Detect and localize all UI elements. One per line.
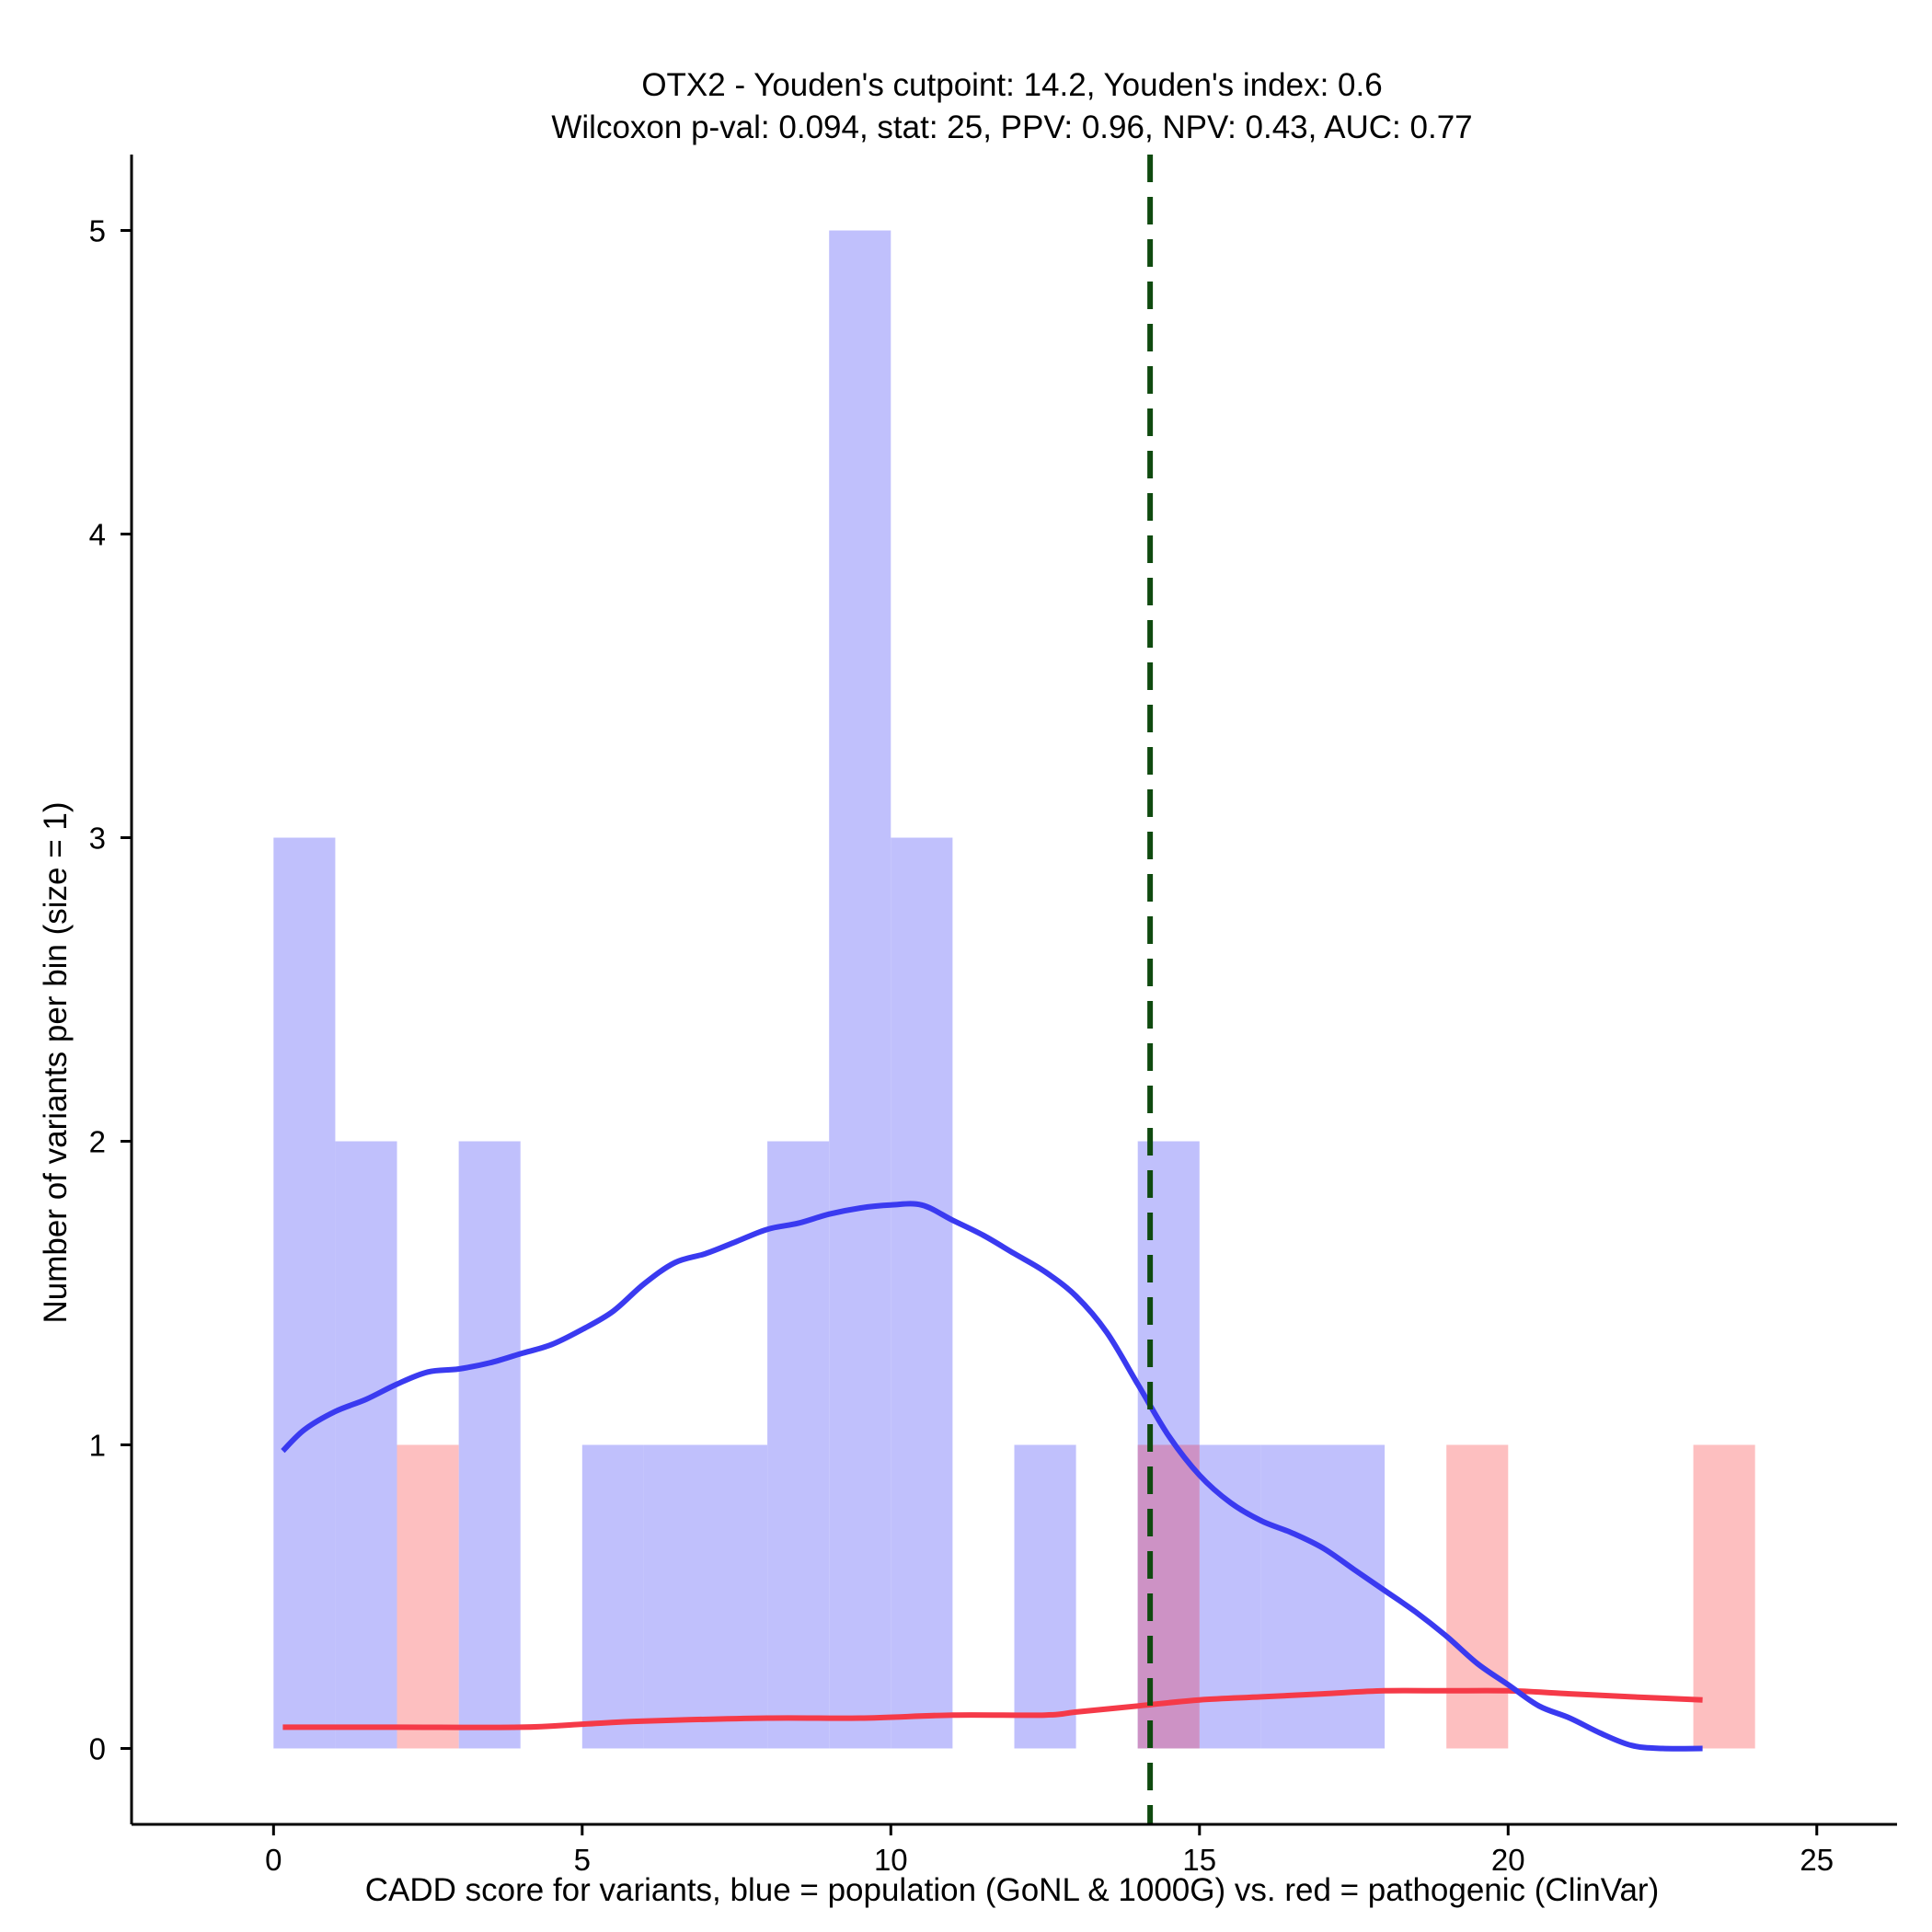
y-tick-label-3: 3 bbox=[89, 822, 106, 856]
population-bar-7 bbox=[829, 230, 891, 1749]
x-axis-label: CADD score for variants, blue = populati… bbox=[365, 1872, 1660, 1908]
x-tick-label-0: 0 bbox=[265, 1843, 282, 1877]
y-tick-label-4: 4 bbox=[89, 518, 106, 552]
x-tick-label-10: 10 bbox=[874, 1843, 908, 1877]
population-bar-4 bbox=[643, 1444, 707, 1749]
population-bar-5 bbox=[706, 1444, 768, 1749]
chart-subtitle: Wilcoxon p-val: 0.094, stat: 25, PPV: 0.… bbox=[551, 109, 1472, 145]
population-bar-3 bbox=[581, 1444, 644, 1749]
histogram-bars bbox=[273, 230, 1755, 1749]
x-tick-label-25: 25 bbox=[1800, 1843, 1834, 1877]
x-tick-label-20: 20 bbox=[1491, 1843, 1525, 1877]
population-bar-8 bbox=[891, 837, 953, 1749]
pathogenic-bar-2 bbox=[1446, 1444, 1509, 1749]
population-bar-0 bbox=[273, 837, 336, 1749]
population-bar-9 bbox=[1014, 1444, 1076, 1749]
population-bar-13 bbox=[1322, 1444, 1386, 1749]
population-bar-1 bbox=[335, 1141, 397, 1749]
pathogenic-bar-3 bbox=[1693, 1444, 1755, 1749]
y-tick-label-1: 1 bbox=[89, 1429, 106, 1463]
population-bar-6 bbox=[767, 1141, 830, 1749]
population-bar-2 bbox=[458, 1141, 521, 1749]
x-tick-label-5: 5 bbox=[574, 1843, 591, 1877]
chart-title: OTX2 - Youden's cutpoint: 14.2, Youden's… bbox=[641, 67, 1382, 103]
axes: 0 5 10 15 20 25 0 1 2 3 4 5 bbox=[89, 155, 1897, 1877]
population-density-line bbox=[281, 1201, 1703, 1752]
population-bar-11 bbox=[1199, 1444, 1261, 1749]
y-tick-label-0: 0 bbox=[89, 1732, 106, 1766]
population-bar-12 bbox=[1260, 1444, 1323, 1749]
y-tick-label-2: 2 bbox=[89, 1125, 106, 1159]
y-axis-label: Number of variants per bin (size = 1) bbox=[38, 801, 74, 1323]
y-tick-label-5: 5 bbox=[89, 214, 106, 248]
x-tick-label-15: 15 bbox=[1182, 1843, 1216, 1877]
pathogenic-density-line bbox=[282, 1687, 1703, 1731]
density-lines bbox=[281, 155, 1703, 1824]
pathogenic-bar-0 bbox=[397, 1444, 459, 1749]
